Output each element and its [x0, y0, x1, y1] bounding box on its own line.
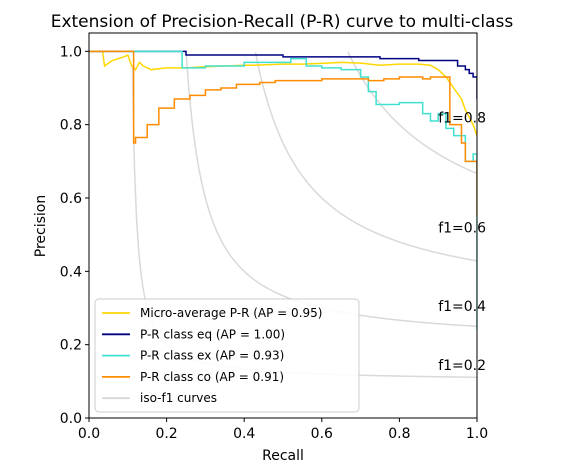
series-layer: [89, 50, 477, 330]
y-tick-label: 0.0: [60, 411, 82, 427]
x-tick-label: 0.6: [311, 426, 333, 442]
legend: Micro-average P-R (AP = 0.95) P-R class e…: [94, 298, 360, 413]
y-tick-label: 1.0: [60, 44, 82, 60]
iso-f1-label-layer: f1=0.2 f1=0.4 f1=0.6 f1=0.8: [438, 110, 486, 374]
legend-box: [94, 298, 360, 413]
series-line: [89, 50, 477, 217]
iso-f1-curve: [347, 51, 477, 175]
iso-f1-curve: [185, 54, 477, 328]
chart-title: Extension of Precision-Recall (P-R) curv…: [51, 12, 514, 32]
x-tick-label: 0.0: [78, 426, 100, 442]
series-line: [89, 50, 477, 330]
series-line: [89, 50, 477, 136]
tick-layer: 0.0 0.2 0.4 0.6 0.8 1.0 0.0 0.2 0.4 0.6 0.8 1.0: [60, 44, 488, 442]
legend-entry: iso-f1 curves: [140, 391, 217, 405]
iso-f1-label: f1=0.8: [438, 110, 486, 126]
iso-f1-label: f1=0.2: [438, 358, 486, 374]
y-tick-label: 0.8: [60, 118, 82, 134]
x-tick-label: 1.0: [466, 426, 488, 442]
legend-entry: P-R class eq (AP = 1.00): [140, 327, 285, 341]
x-tick-label: 0.8: [388, 426, 410, 442]
legend-entry: P-R class co (AP = 0.91): [140, 370, 284, 384]
series-line: [89, 50, 477, 99]
x-tick-label: 0.4: [233, 426, 255, 442]
legend-entry: P-R class ex (AP = 0.93): [140, 349, 284, 363]
x-axis-label: Recall: [262, 448, 304, 464]
iso-f1-label: f1=0.6: [438, 220, 486, 236]
iso-f1-curve: [254, 52, 477, 262]
y-tick-label: 0.4: [60, 264, 82, 280]
plot-frame: [88, 32, 478, 419]
y-axis-label: Precision: [33, 195, 49, 257]
y-tick-label: 0.2: [60, 338, 82, 354]
legend-entry: Micro-average P-R (AP = 0.95): [140, 306, 322, 320]
x-tick-label: 0.2: [155, 426, 177, 442]
y-tick-label: 0.6: [60, 191, 82, 207]
iso-f1-label: f1=0.4: [438, 299, 486, 315]
